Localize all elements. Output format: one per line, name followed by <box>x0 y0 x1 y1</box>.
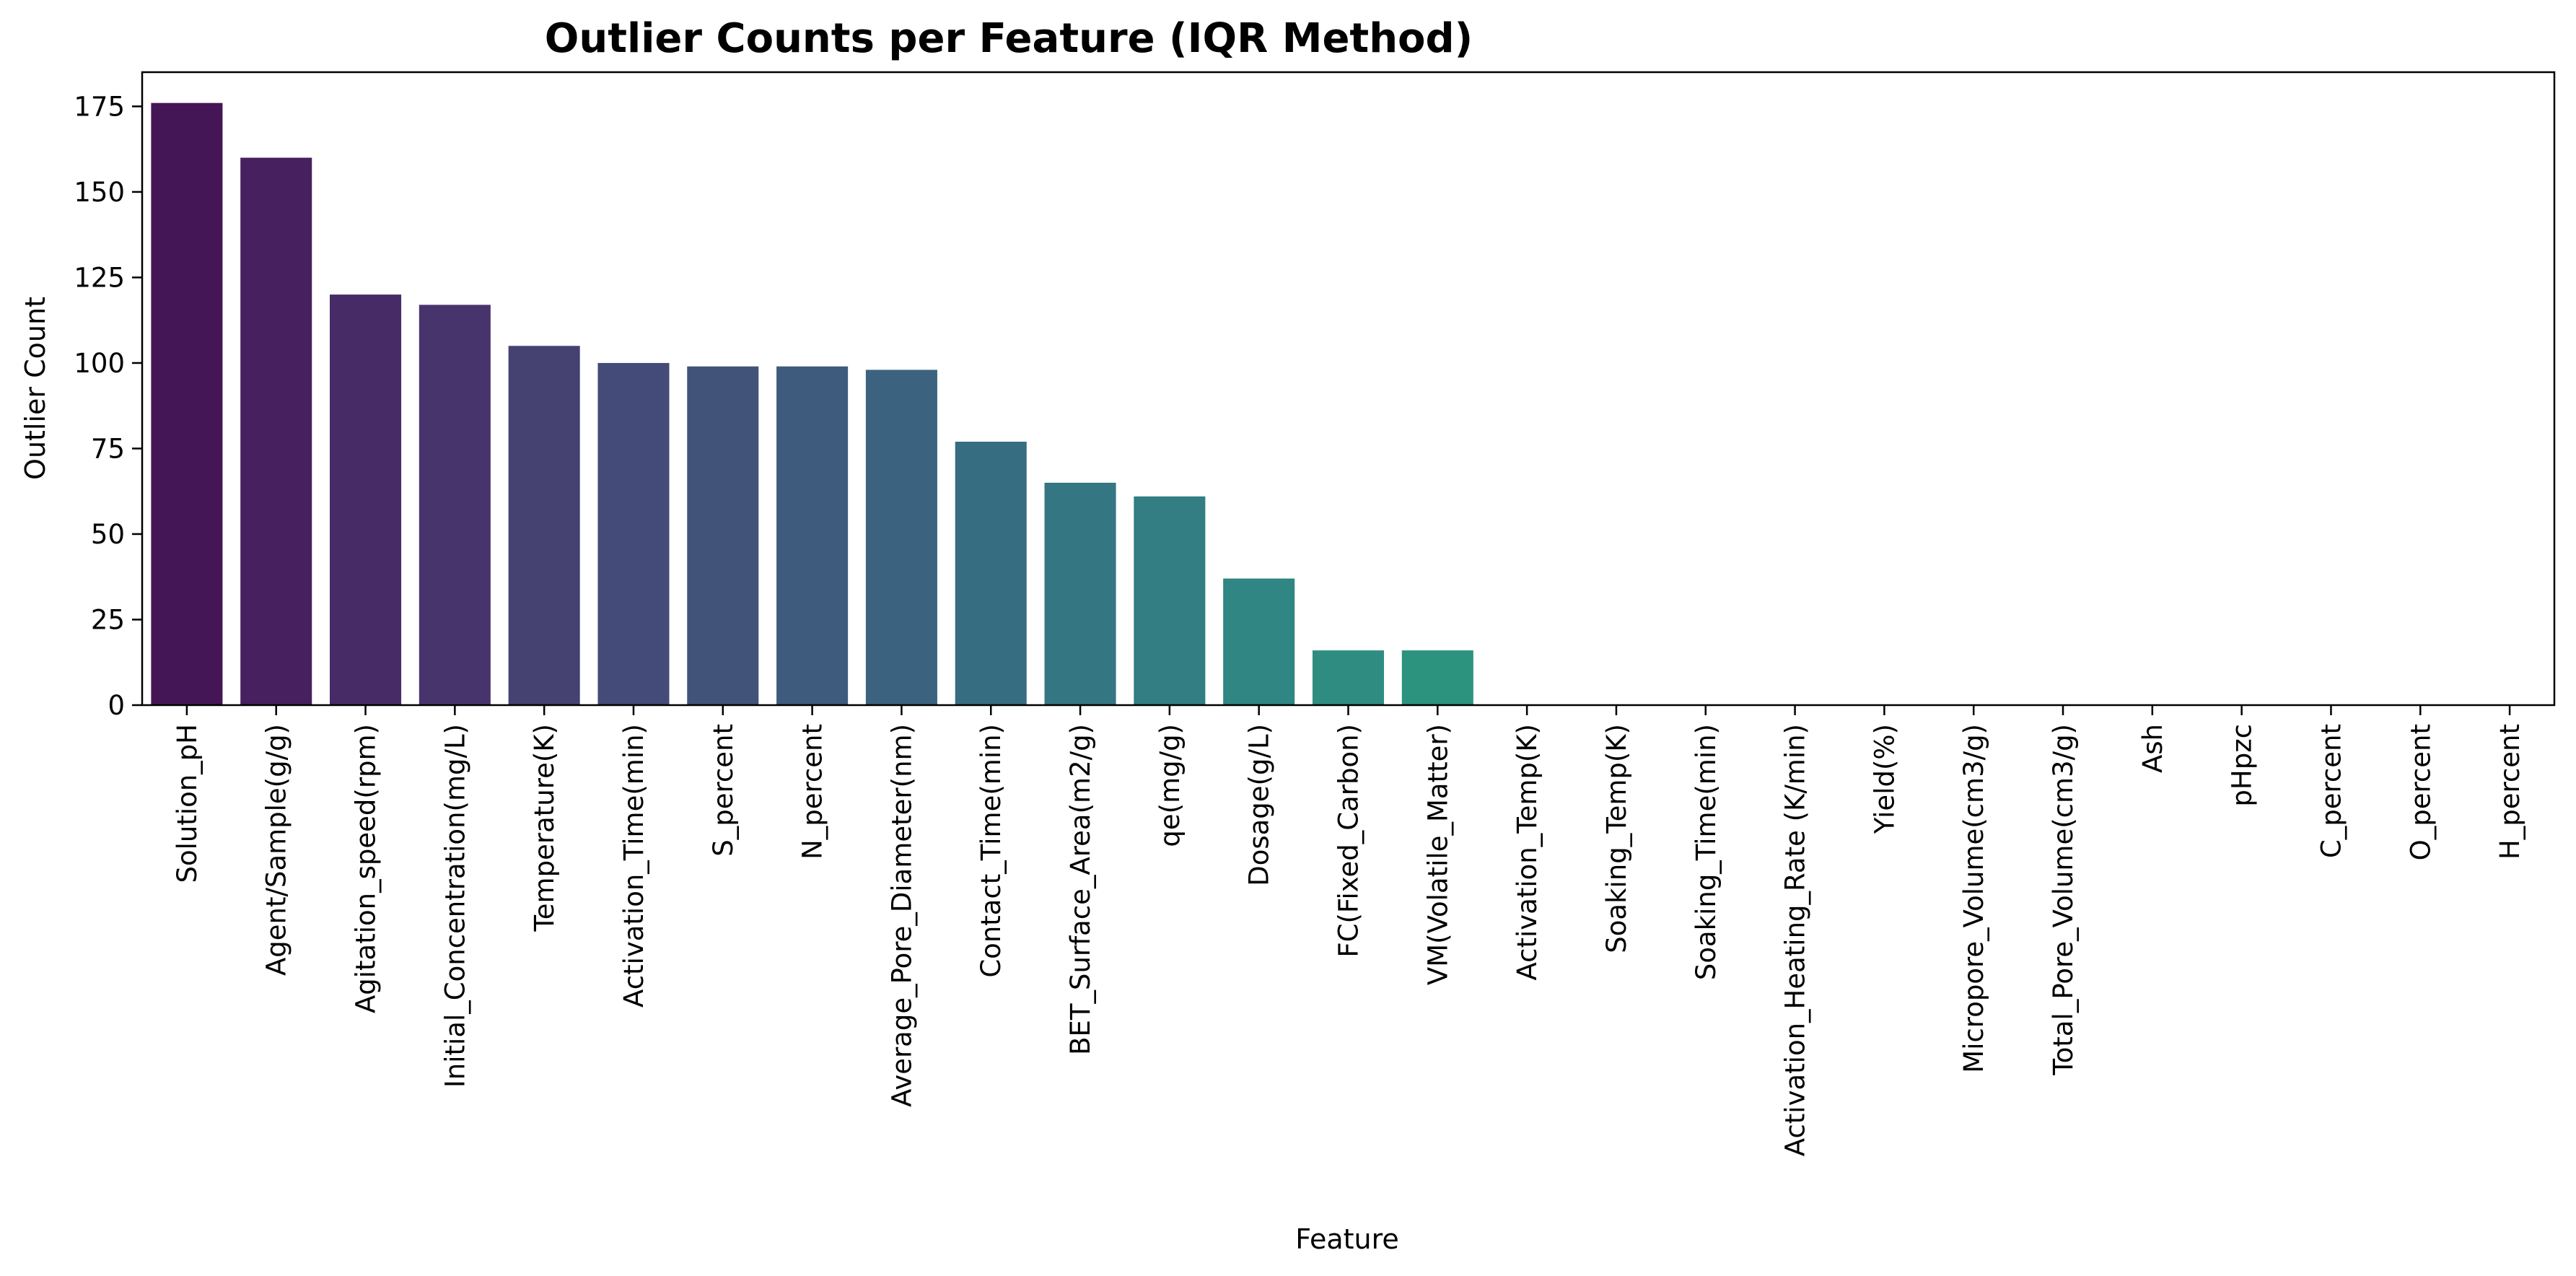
x-tick-label-21: Total_Pore_Volume(cm3/g) <box>2048 724 2079 1076</box>
x-tick-label-0: Solution_pH <box>172 724 203 883</box>
chart-title: Outlier Counts per Feature (IQR Method) <box>545 15 1473 62</box>
x-tick-label-11: qe(mg/g) <box>1155 724 1186 847</box>
y-tick-label-2: 50 <box>91 519 125 550</box>
x-tick-label-10: BET_Surface_Area(m2/g) <box>1065 724 1096 1055</box>
y-tick-label-3: 75 <box>91 433 125 464</box>
y-tick-label-7: 175 <box>74 91 125 122</box>
x-tick-label-9: Contact_Time(min) <box>976 724 1007 978</box>
x-tick-label-25: O_percent <box>2405 724 2436 860</box>
bars-layer <box>151 102 1473 705</box>
x-tick-label-4: Temperature(K) <box>529 724 560 932</box>
y-axis-label: Outlier Count <box>19 297 51 480</box>
bar-11 <box>1134 496 1206 705</box>
x-tick-label-18: Activation_Heating_Rate (K/min) <box>1780 724 1811 1156</box>
y-tick-label-5: 125 <box>74 262 125 293</box>
x-axis-label: Feature <box>1295 1223 1399 1255</box>
bar-1 <box>240 157 312 705</box>
y-tick-label-4: 100 <box>74 348 125 379</box>
x-tick-label-16: Soaking_Temp(K) <box>1601 724 1632 953</box>
bar-9 <box>955 441 1027 705</box>
y-tick-label-1: 25 <box>91 604 125 635</box>
x-tick-label-5: Activation_Time(min) <box>618 724 649 1008</box>
bar-6 <box>687 366 759 705</box>
x-tick-label-8: Average_Pore_Diameter(nm) <box>886 724 917 1107</box>
bar-10 <box>1044 482 1116 705</box>
x-tick-label-15: Activation_Temp(K) <box>1512 724 1543 980</box>
x-tick-label-17: Soaking_Time(min) <box>1691 724 1722 980</box>
bar-3 <box>419 305 491 705</box>
bar-4 <box>508 346 580 705</box>
bar-0 <box>151 102 223 705</box>
y-axis: 0 25 50 75 100 125 150 175 <box>74 91 142 721</box>
x-tick-label-24: C_percent <box>2316 724 2347 858</box>
bar-8 <box>865 370 937 705</box>
bar-12 <box>1223 578 1295 705</box>
y-tick-label-6: 150 <box>74 177 125 208</box>
x-tick-label-13: FC(Fixed_Carbon) <box>1333 724 1364 958</box>
x-tick-label-22: Ash <box>2137 724 2168 773</box>
x-axis: Solution_pH Agent/Sample(g/g) Agitation_sp… <box>172 705 2525 1156</box>
bar-2 <box>330 294 402 705</box>
x-tick-label-26: H_percent <box>2494 724 2525 860</box>
x-tick-label-1: Agent/Sample(g/g) <box>261 724 292 976</box>
x-tick-label-14: VM(Volatile_Matter) <box>1422 724 1453 985</box>
bar-14 <box>1401 650 1473 705</box>
x-tick-label-7: N_percent <box>797 724 828 860</box>
bar-7 <box>776 366 849 705</box>
x-tick-label-3: Initial_Concentration(mg/L) <box>439 724 470 1088</box>
x-tick-label-23: pHpzc <box>2227 724 2258 807</box>
x-tick-label-12: Dosage(g/L) <box>1244 724 1275 886</box>
x-tick-label-20: Micropore_Volume(cm3/g) <box>1958 724 1989 1073</box>
x-tick-label-6: S_percent <box>708 724 739 857</box>
x-tick-label-2: Agitation_speed(rpm) <box>351 724 382 1013</box>
bar-5 <box>597 362 670 705</box>
x-tick-label-19: Yield(%) <box>1869 724 1900 834</box>
bar-13 <box>1312 650 1385 705</box>
y-tick-label-0: 0 <box>108 690 125 721</box>
